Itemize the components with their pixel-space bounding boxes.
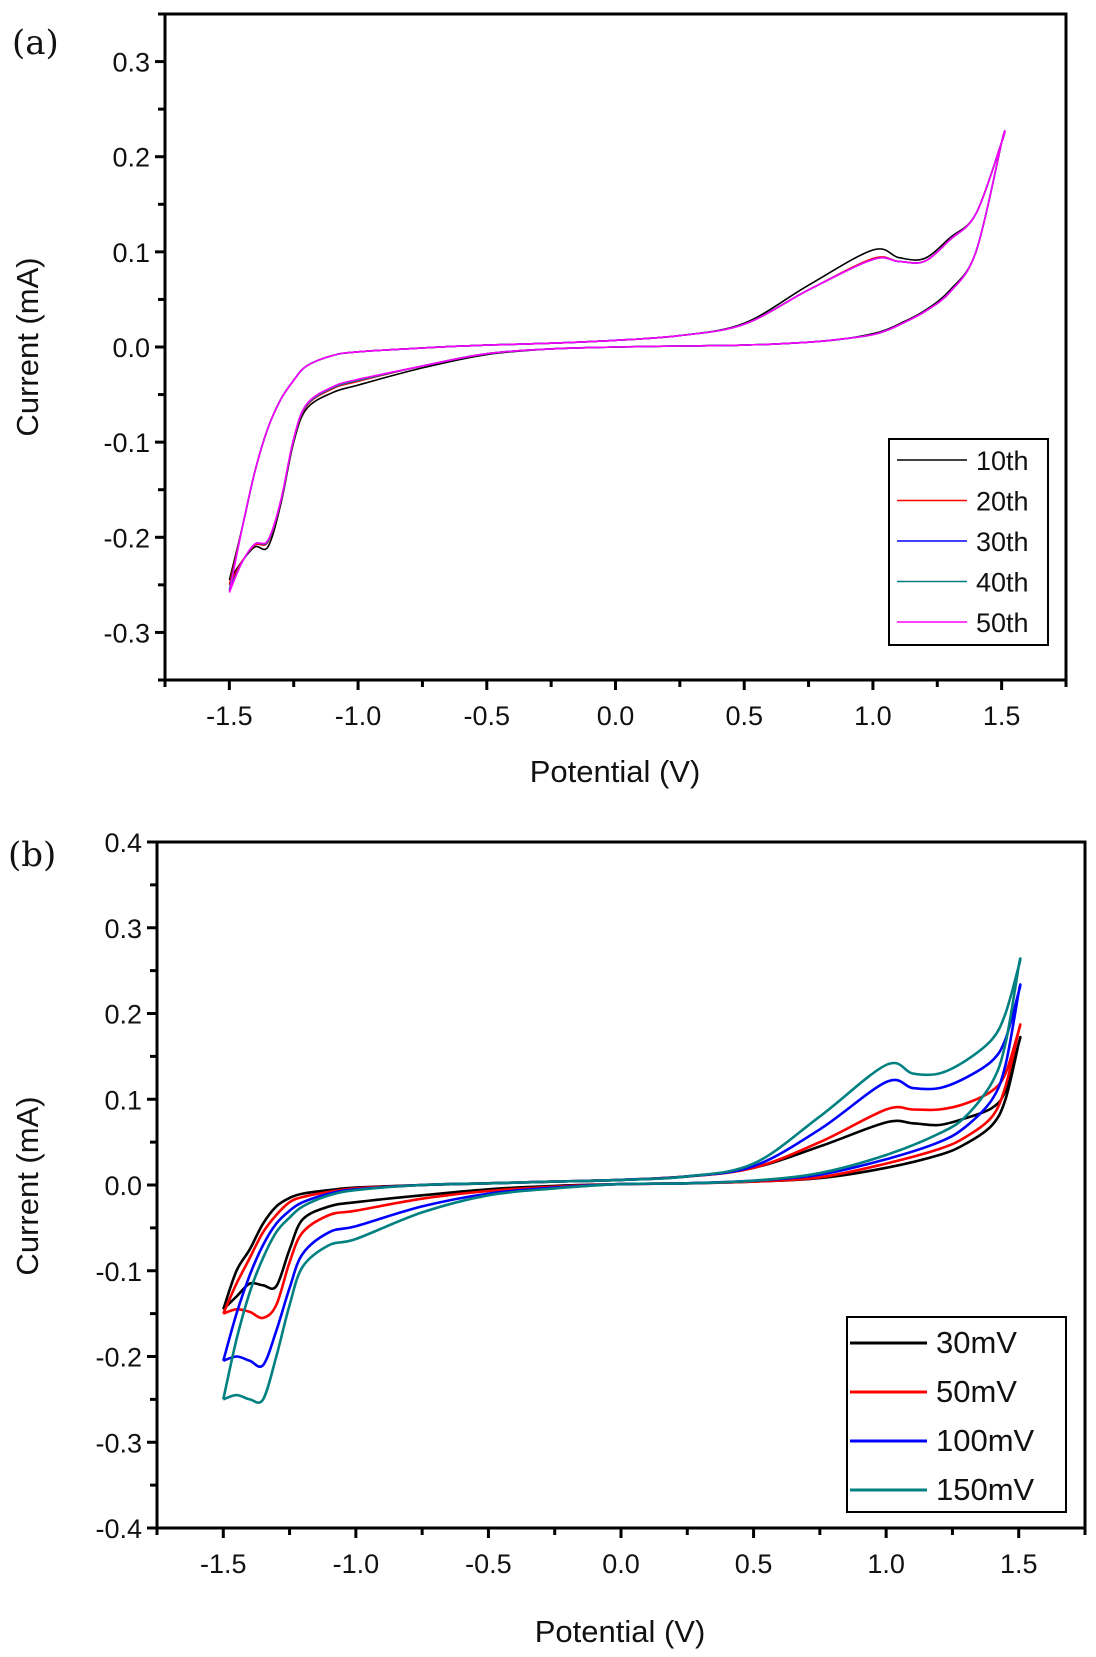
legend-box [846, 1316, 1067, 1513]
legend-label: 10th [976, 446, 1029, 476]
y-tick-label: -0.3 [95, 1428, 142, 1458]
series-line-50mV [222, 1023, 1022, 1320]
panel-a: (a) -1.5 -1.0 -0.5 0.0 0.5 1.0 1.5 -0.3-0.2-0.… [10, 12, 1068, 789]
legend-a: 10th 20th 30th 40th 50th [888, 438, 1049, 646]
x-axis-title-a: Potential (V) [530, 754, 701, 789]
legend-label: 50th [976, 608, 1029, 638]
x-tick-label: 1.5 [1000, 1549, 1038, 1579]
series-line-150mV [222, 957, 1022, 1404]
y-tick-label: -0.2 [103, 523, 150, 553]
x-tick-label: 0.0 [602, 1549, 640, 1579]
legend-label: 30th [976, 527, 1029, 557]
y-tick-label: 0.1 [104, 1085, 142, 1115]
y-tick-label: 0.2 [112, 143, 150, 173]
legend-label: 100mV [936, 1423, 1035, 1458]
x-tick-label: -1.0 [335, 701, 382, 731]
x-tick-label: 0.0 [597, 701, 635, 731]
y-tick-label: 0.1 [112, 238, 150, 268]
x-tick-label: 0.5 [735, 1549, 773, 1579]
y-tick-label: 0.3 [112, 48, 150, 78]
series-line-100mV [222, 983, 1022, 1369]
y-axis-title-a: Current (mA) [10, 257, 45, 436]
y-tick-label: 0.0 [112, 333, 150, 363]
y-tick-label: -0.2 [95, 1343, 142, 1373]
curves-b [222, 957, 1022, 1404]
x-ticks-a: -1.5 -1.0 -0.5 0.0 0.5 1.0 1.5 [163, 680, 1068, 731]
legend-label: 20th [976, 487, 1029, 517]
x-tick-label: -1.5 [200, 1549, 247, 1579]
panel-b: (b) -1.5 -1.0 -0.5 0.0 0.5 1.0 1.5 -0.4-0.3-0.… [8, 828, 1087, 1649]
legend-b: 30mV 50mV 100mV 150mV [846, 1316, 1067, 1513]
y-tick-label: 0.3 [104, 914, 142, 944]
legend-box [888, 438, 1049, 646]
panel-label-a: (a) [12, 23, 59, 63]
panel-label-b: (b) [8, 835, 56, 875]
y-ticks-b: -0.4 -0.3 -0.2 -0.1 0.0 0.1 0.2 0.3 0.4 [95, 828, 157, 1544]
x-tick-label: -0.5 [465, 1549, 512, 1579]
x-tick-label: 1.5 [983, 701, 1021, 731]
legend-label: 40th [976, 568, 1029, 598]
legend-label: 30mV [936, 1325, 1017, 1360]
y-tick-label: 0.2 [104, 1000, 142, 1030]
y-tick-label: -0.3 [103, 618, 150, 648]
y-tick-label: -0.1 [95, 1257, 142, 1287]
y-tick-label: 0.4 [104, 828, 142, 858]
x-tick-label: -0.5 [464, 701, 511, 731]
y-tick-label: -0.4 [95, 1514, 142, 1544]
x-tick-label: 0.5 [725, 701, 763, 731]
curves-a [228, 130, 1006, 593]
y-tick-label: -0.1 [103, 428, 150, 458]
legend-label: 150mV [936, 1472, 1035, 1507]
x-tick-label: 1.0 [854, 701, 892, 731]
x-tick-label: 1.0 [867, 1549, 905, 1579]
y-axis-title-b: Current (mA) [10, 1096, 45, 1275]
series-line-30mV [222, 1035, 1022, 1311]
y-ticks-a: -0.3 -0.2 -0.1 0.0 0.1 0.2 0.3 [103, 12, 165, 682]
x-tick-label: -1.5 [206, 701, 253, 731]
y-tick-label: 0.0 [104, 1171, 142, 1201]
series-line-50th [228, 130, 1006, 593]
x-axis-title-b: Potential (V) [535, 1614, 706, 1649]
legend-label: 50mV [936, 1374, 1017, 1409]
x-ticks-b: -1.5 -1.0 -0.5 0.0 0.5 1.0 1.5 [155, 1528, 1087, 1579]
x-tick-label: -1.0 [333, 1549, 380, 1579]
